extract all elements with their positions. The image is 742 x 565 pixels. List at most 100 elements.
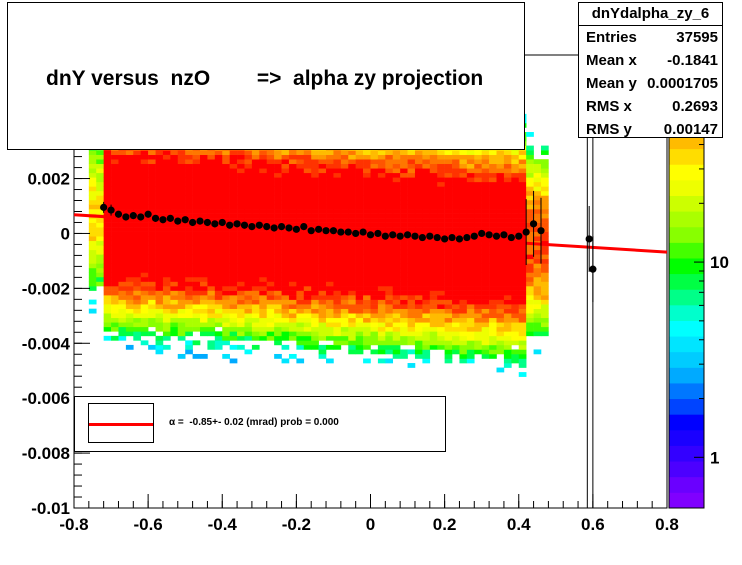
heatmap-cell xyxy=(251,154,260,160)
heatmap-cell xyxy=(496,276,505,282)
heatmap-cell xyxy=(207,254,216,260)
heatmap-cell xyxy=(422,249,431,255)
heatmap-cell xyxy=(288,258,297,264)
heatmap-cell xyxy=(503,267,512,273)
heatmap-cell xyxy=(355,249,364,255)
heatmap-cell xyxy=(533,267,542,273)
heatmap-cell xyxy=(259,249,268,255)
heatmap-cell xyxy=(288,272,297,278)
heatmap-cell xyxy=(259,199,268,205)
heatmap-cell xyxy=(363,335,371,341)
heatmap-cell xyxy=(237,263,245,269)
heatmap-cell xyxy=(200,263,208,269)
heatmap-cell xyxy=(444,181,453,187)
heatmap-cell xyxy=(229,286,238,291)
heatmap-cell xyxy=(333,272,342,278)
heatmap-cell xyxy=(266,317,275,323)
color-scale-bin xyxy=(669,289,704,306)
heatmap-cell xyxy=(333,195,342,201)
heatmap-cell xyxy=(377,168,386,174)
heatmap-cell xyxy=(266,258,275,264)
heatmap-cell xyxy=(177,204,186,210)
heatmap-cell xyxy=(214,258,223,264)
heatmap-cell xyxy=(459,258,468,264)
heatmap-cell xyxy=(437,190,445,196)
heatmap-cell xyxy=(511,209,520,214)
heatmap-cell xyxy=(496,150,505,155)
heatmap-cell xyxy=(259,195,268,201)
heatmap-cell xyxy=(103,163,112,169)
heatmap-cell xyxy=(214,263,223,269)
heatmap-cell xyxy=(429,331,438,337)
heatmap-cell xyxy=(88,159,97,165)
heatmap-cell xyxy=(288,317,297,323)
heatmap-cell xyxy=(429,276,438,282)
heatmap-cell xyxy=(481,286,490,291)
heatmap-cell xyxy=(540,308,549,314)
heatmap-cell xyxy=(155,204,164,210)
profile-point xyxy=(403,231,412,239)
heatmap-cell xyxy=(503,168,512,174)
heatmap-cell xyxy=(185,254,193,260)
heatmap-cell xyxy=(518,231,527,237)
heatmap-cell xyxy=(103,168,112,174)
heatmap-cell xyxy=(237,245,245,251)
heatmap-cell xyxy=(303,154,312,160)
heatmap-cell xyxy=(392,195,401,201)
heatmap-cell xyxy=(333,304,342,309)
heatmap-cell xyxy=(407,299,416,305)
heatmap-cell xyxy=(333,286,342,291)
heatmap-cell xyxy=(377,172,386,178)
heatmap-cell xyxy=(503,218,512,223)
heatmap-cell xyxy=(281,245,290,251)
heatmap-cell xyxy=(422,222,431,228)
heatmap-cell xyxy=(496,304,505,309)
heatmap-cell xyxy=(103,299,112,305)
heatmap-cell xyxy=(214,313,223,319)
profile-point xyxy=(129,212,137,220)
heatmap-cell xyxy=(459,150,468,155)
heatmap-cell xyxy=(400,322,408,328)
heatmap-cell xyxy=(377,222,386,228)
heatmap-cell xyxy=(444,168,453,174)
heatmap-cell xyxy=(311,222,319,228)
heatmap-cell xyxy=(148,245,156,251)
heatmap-cell xyxy=(148,154,156,160)
x-tick-label: -0.8 xyxy=(59,515,88,534)
profile-point xyxy=(500,231,508,239)
heatmap-cell xyxy=(452,258,460,264)
heatmap-cell xyxy=(489,172,497,178)
heatmap-cell xyxy=(481,254,490,260)
heatmap-cell xyxy=(185,308,193,314)
heatmap-cell xyxy=(229,236,238,242)
heatmap-cell xyxy=(103,199,112,205)
heatmap-cell xyxy=(370,317,379,323)
heatmap-cell xyxy=(355,227,364,232)
heatmap-cell xyxy=(452,254,460,260)
heatmap-cell xyxy=(229,335,238,341)
heatmap-cell xyxy=(326,231,334,237)
heatmap-cell xyxy=(385,295,394,300)
heatmap-cell xyxy=(311,240,319,246)
heatmap-cell xyxy=(526,245,534,251)
heatmap-cell xyxy=(251,213,260,219)
heatmap-cell xyxy=(466,163,475,169)
heatmap-cell xyxy=(348,199,356,205)
heatmap-cell xyxy=(288,159,297,165)
heatmap-cell xyxy=(511,231,520,237)
heatmap-cell xyxy=(251,249,260,255)
heatmap-cell xyxy=(288,163,297,169)
heatmap-cell xyxy=(162,326,171,332)
heatmap-cell xyxy=(296,190,305,196)
heatmap-cell xyxy=(444,199,453,205)
heatmap-cell xyxy=(400,172,408,178)
heatmap-cell xyxy=(237,317,245,323)
heatmap-cell xyxy=(481,353,490,359)
heatmap-cell xyxy=(125,299,134,305)
heatmap-cell xyxy=(459,344,468,350)
heatmap-cell xyxy=(162,276,171,282)
heatmap-cell xyxy=(229,344,238,350)
profile-point xyxy=(478,229,486,238)
heatmap-cell xyxy=(103,258,112,264)
heatmap-cell xyxy=(266,276,275,282)
